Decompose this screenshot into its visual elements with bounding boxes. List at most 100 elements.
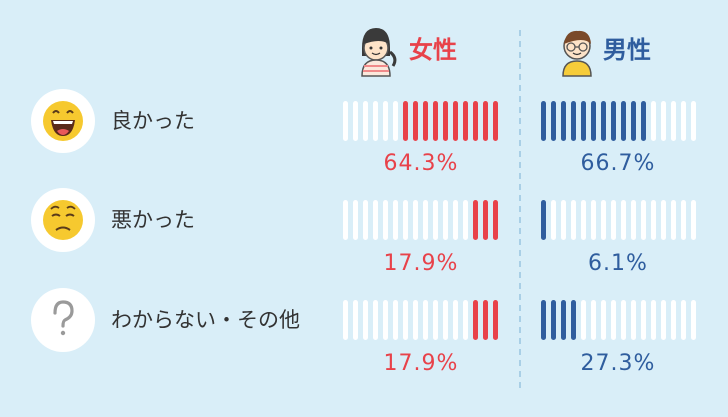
bar-segment-empty	[433, 300, 438, 340]
bar-segment-filled	[571, 300, 576, 340]
bar-segment-empty	[681, 300, 686, 340]
bar-segment-filled	[541, 200, 546, 240]
bar-segment-empty	[423, 200, 428, 240]
bar-segment-empty	[403, 300, 408, 340]
question-mark-icon	[53, 300, 74, 336]
male-value-label: 66.7%	[580, 151, 656, 176]
bar-segment-empty	[413, 200, 418, 240]
bar-segment-filled	[631, 101, 636, 141]
bar-segment-empty	[591, 200, 596, 240]
bar-segment-empty	[443, 200, 448, 240]
bar-segment-empty	[413, 300, 418, 340]
bar-segment-filled	[433, 101, 438, 141]
bar-segment-empty	[383, 300, 388, 340]
bar-segment-empty	[681, 200, 686, 240]
bar-segment-empty	[363, 101, 368, 141]
bar-segment-empty	[661, 101, 666, 141]
female-value-label: 17.9%	[383, 251, 459, 276]
bar-segment-empty	[691, 200, 696, 240]
category-label-good: 良かった	[111, 109, 195, 133]
bar-segment-empty	[621, 300, 626, 340]
bar-segment-empty	[641, 300, 646, 340]
male-value-label: 6.1%	[588, 251, 648, 276]
bar-male-1	[541, 200, 696, 240]
bar-male-0	[541, 101, 696, 141]
bar-segment-empty	[403, 200, 408, 240]
bar-segment-empty	[463, 200, 468, 240]
bar-segment-empty	[651, 101, 656, 141]
bar-segment-empty	[661, 300, 666, 340]
female-value-label: 64.3%	[383, 151, 459, 176]
bar-female-1	[343, 200, 498, 240]
bar-segment-empty	[691, 300, 696, 340]
bar-segment-filled	[571, 101, 576, 141]
bar-segment-empty	[651, 300, 656, 340]
bar-segment-empty	[363, 300, 368, 340]
female-value-label: 17.9%	[383, 351, 459, 376]
bar-segment-empty	[671, 300, 676, 340]
bar-segment-filled	[423, 101, 428, 141]
bar-segment-filled	[483, 300, 488, 340]
worried-face-icon	[43, 200, 83, 240]
bar-segment-filled	[403, 101, 408, 141]
bar-segment-empty	[681, 101, 686, 141]
bar-segment-empty	[561, 200, 566, 240]
bar-segment-empty	[433, 200, 438, 240]
bar-segment-filled	[453, 101, 458, 141]
bar-segment-empty	[591, 300, 596, 340]
bar-segment-filled	[413, 101, 418, 141]
bar-segment-empty	[631, 200, 636, 240]
male-avatar-icon	[562, 30, 592, 77]
category-label-other: わからない・その他	[111, 308, 300, 332]
bar-segment-empty	[343, 200, 348, 240]
bar-segment-filled	[601, 101, 606, 141]
bar-segment-filled	[551, 300, 556, 340]
bar-segment-empty	[343, 300, 348, 340]
bar-female-2	[343, 300, 498, 340]
bar-segment-empty	[353, 200, 358, 240]
bar-segment-empty	[373, 200, 378, 240]
bar-segment-empty	[651, 200, 656, 240]
bar-segment-empty	[601, 200, 606, 240]
bar-segment-empty	[383, 101, 388, 141]
bar-segment-empty	[661, 200, 666, 240]
bar-segment-empty	[393, 101, 398, 141]
bar-segment-filled	[473, 200, 478, 240]
bar-male-2	[541, 300, 696, 340]
bar-segment-empty	[581, 200, 586, 240]
category-label-bad: 悪かった	[111, 208, 195, 232]
bar-segment-empty	[571, 200, 576, 240]
bar-segment-filled	[483, 200, 488, 240]
bar-segment-filled	[483, 101, 488, 141]
bar-segment-empty	[611, 200, 616, 240]
bar-segment-empty	[551, 200, 556, 240]
bar-segment-empty	[373, 101, 378, 141]
bar-segment-filled	[641, 101, 646, 141]
bar-segment-filled	[463, 101, 468, 141]
bar-segment-empty	[373, 300, 378, 340]
bar-segment-filled	[611, 101, 616, 141]
bar-segment-empty	[353, 300, 358, 340]
bar-segment-filled	[473, 300, 478, 340]
bar-segment-empty	[641, 200, 646, 240]
bar-segment-filled	[541, 101, 546, 141]
female-avatar-icon	[361, 28, 397, 77]
bar-segment-empty	[671, 101, 676, 141]
bar-segment-empty	[353, 101, 358, 141]
female-header-label: 女性	[409, 36, 457, 64]
bar-segment-filled	[581, 101, 586, 141]
grinning-face-icon	[43, 101, 83, 141]
bar-segment-filled	[551, 101, 556, 141]
bar-segment-empty	[621, 200, 626, 240]
bar-segment-empty	[443, 300, 448, 340]
bar-segment-filled	[541, 300, 546, 340]
bar-segment-empty	[363, 200, 368, 240]
bar-segment-empty	[453, 200, 458, 240]
bar-segment-empty	[343, 101, 348, 141]
bar-segment-empty	[383, 200, 388, 240]
bar-segment-filled	[621, 101, 626, 141]
bar-segment-empty	[463, 300, 468, 340]
bar-segment-empty	[601, 300, 606, 340]
